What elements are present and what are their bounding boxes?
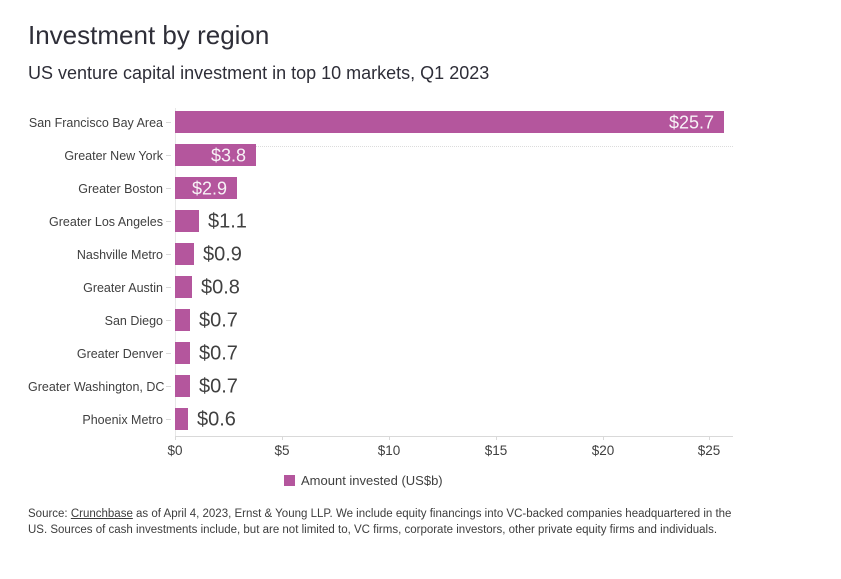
x-axis-tick [282, 437, 283, 440]
chart-page: Investment by region US venture capital … [28, 20, 841, 539]
bar-row: Greater New York $3.8 [28, 139, 841, 172]
bar-row: San Francisco Bay Area $25.7 [28, 106, 841, 139]
x-axis-tick [603, 437, 604, 440]
category-tick [166, 287, 171, 288]
plot-area: San Francisco Bay Area $25.7 Greater New… [28, 106, 841, 436]
bar [175, 177, 237, 199]
bar-value-label: $0.7 [199, 342, 238, 364]
x-axis: $0 $5 $10 $15 $20 $25 [167, 436, 733, 461]
x-axis-tick-label: $25 [697, 443, 721, 458]
source-note: Source: Crunchbase as of April 4, 2023, … [28, 506, 736, 539]
zero-axis-line [175, 108, 176, 436]
page-title: Investment by region [28, 20, 270, 50]
x-axis-tick-label: $5 [274, 443, 290, 458]
category-label: Greater Austin [83, 280, 163, 295]
bar [175, 276, 192, 298]
category-label: Nashville Metro [76, 247, 163, 262]
bar-value-label: $2.9 [191, 178, 227, 198]
bar [175, 210, 199, 232]
category-label: Greater Los Angeles [49, 214, 163, 229]
source-rest: as of April 4, 2023, Ernst & Young LLP. … [28, 508, 732, 537]
bar-row: Greater Boston $2.9 [28, 172, 841, 205]
category-tick [166, 155, 171, 156]
category-tick [166, 122, 171, 123]
bar-row: Nashville Metro $0.9 [28, 238, 841, 271]
bar-value-label: $0.8 [201, 276, 240, 298]
x-axis-tick [709, 437, 710, 440]
bar [175, 342, 190, 364]
bar [175, 111, 724, 133]
source-prefix: Source: [28, 508, 71, 520]
legend-swatch-icon [284, 475, 295, 486]
bar-value-label: $3.8 [210, 145, 246, 165]
x-axis-tick-label: $20 [591, 443, 615, 458]
category-tick [166, 254, 171, 255]
bar-row: Greater Los Angeles $1.1 [28, 205, 841, 238]
page-subtitle: US venture capital investment in top 10 … [28, 63, 490, 83]
bar-row: Greater Austin $0.8 [28, 271, 841, 304]
bar-value-label: $25.7 [668, 112, 714, 132]
bar [175, 408, 188, 430]
legend: Amount invested (US$b) [284, 473, 841, 488]
bar-value-label: $0.7 [199, 375, 238, 397]
category-tick [166, 221, 171, 222]
x-axis-tick [389, 437, 390, 440]
x-axis-tick-label: $0 [167, 443, 183, 458]
x-axis-tick-label: $10 [377, 443, 401, 458]
bar [175, 309, 190, 331]
category-label: Greater Washington, DC [28, 379, 165, 394]
category-tick [166, 188, 171, 189]
category-label: San Diego [104, 313, 163, 328]
bar-value-label: $1.1 [208, 210, 247, 232]
category-tick [166, 386, 171, 387]
bar-row: Greater Denver $0.7 [28, 337, 841, 370]
category-label: Greater Boston [78, 181, 163, 196]
category-tick [166, 419, 171, 420]
bar-row: Greater Washington, DC $0.7 [28, 370, 841, 403]
category-label: San Francisco Bay Area [28, 115, 163, 130]
bar-chart: San Francisco Bay Area $25.7 Greater New… [28, 106, 841, 488]
category-label: Greater Denver [76, 346, 163, 361]
category-label: Phoenix Metro [82, 412, 163, 427]
x-axis-tick-label: $15 [484, 443, 508, 458]
row-separator-line [175, 146, 733, 147]
category-tick [166, 353, 171, 354]
bar-value-label: $0.9 [203, 243, 242, 265]
bar [175, 243, 194, 265]
x-axis-tick [496, 437, 497, 440]
x-axis-tick [175, 437, 176, 440]
legend-label: Amount invested (US$b) [301, 473, 443, 488]
bar-value-label: $0.6 [197, 408, 236, 430]
bar-row: San Diego $0.7 [28, 304, 841, 337]
crunchbase-link[interactable]: Crunchbase [70, 508, 133, 520]
bar-row: Phoenix Metro $0.6 [28, 403, 841, 436]
category-tick [166, 320, 171, 321]
category-label: Greater New York [64, 148, 163, 163]
bar-value-label: $0.7 [199, 309, 238, 331]
bar [175, 375, 190, 397]
bar [175, 144, 256, 166]
